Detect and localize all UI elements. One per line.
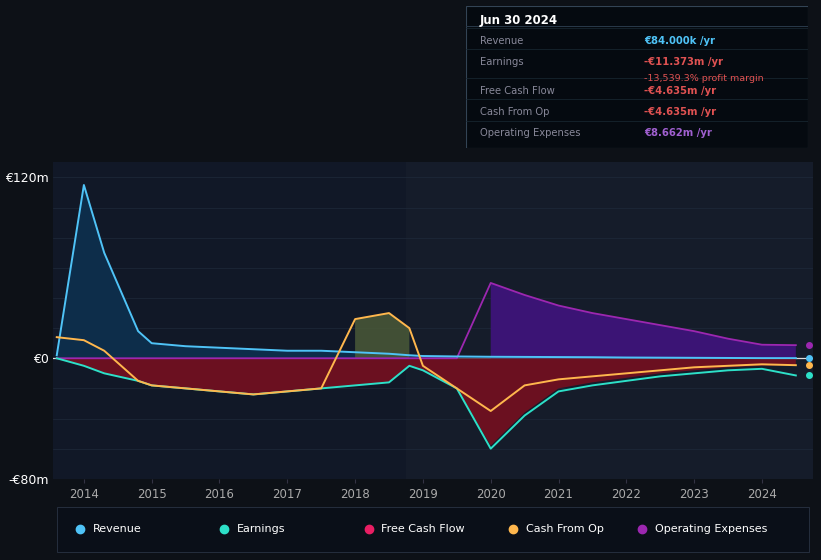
Text: Jun 30 2024: Jun 30 2024 [480,14,558,27]
Text: Earnings: Earnings [480,57,524,67]
Text: -€4.635m /yr: -€4.635m /yr [644,86,716,96]
Text: Operating Expenses: Operating Expenses [655,524,767,534]
Text: -€11.373m /yr: -€11.373m /yr [644,57,723,67]
Text: Operating Expenses: Operating Expenses [480,128,580,138]
Text: -€4.635m /yr: -€4.635m /yr [644,107,716,117]
Text: Revenue: Revenue [93,524,141,534]
Text: Cash From Op: Cash From Op [525,524,603,534]
Text: Cash From Op: Cash From Op [480,107,549,117]
Text: Free Cash Flow: Free Cash Flow [480,86,555,96]
FancyBboxPatch shape [57,507,809,552]
Text: Free Cash Flow: Free Cash Flow [382,524,465,534]
Text: -13,539.3% profit margin: -13,539.3% profit margin [644,74,764,83]
Text: €8.662m /yr: €8.662m /yr [644,128,712,138]
Text: Earnings: Earnings [237,524,286,534]
Text: Revenue: Revenue [480,36,523,45]
Text: €84.000k /yr: €84.000k /yr [644,36,715,45]
Bar [406,162,813,479]
FancyBboxPatch shape [466,6,808,148]
